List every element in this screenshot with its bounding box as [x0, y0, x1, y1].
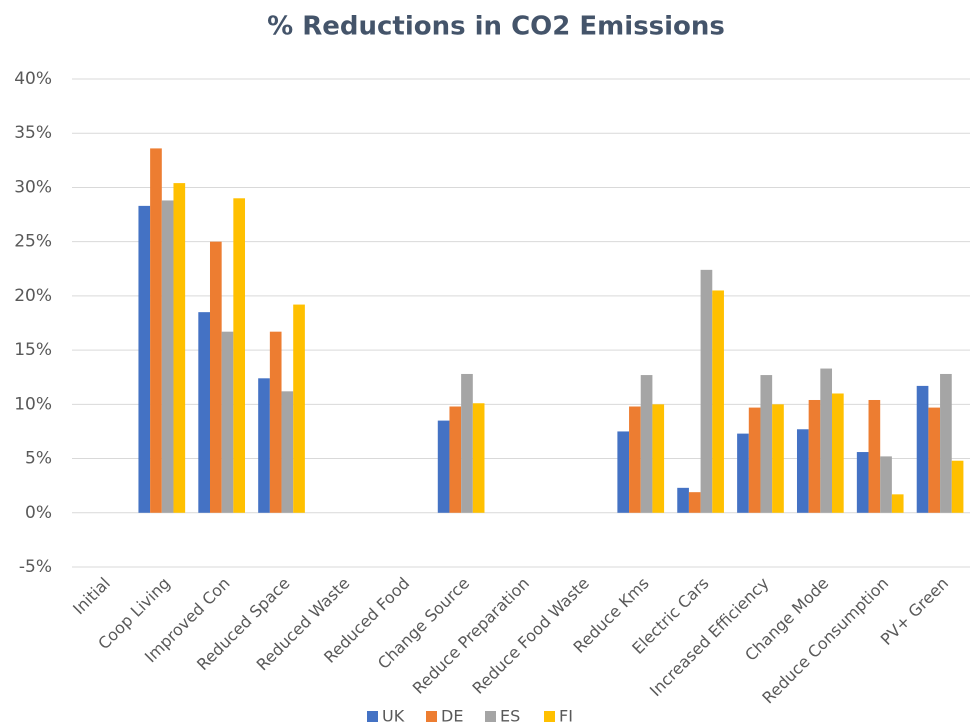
bar	[233, 198, 246, 513]
bar	[916, 385, 929, 513]
bar	[150, 148, 162, 513]
y-tick-label: 10%	[14, 394, 52, 414]
bar	[808, 399, 821, 513]
bar	[772, 404, 784, 513]
legend-swatch	[544, 711, 555, 722]
bar	[640, 375, 653, 513]
bar	[629, 406, 641, 513]
bar	[161, 200, 174, 513]
legend-swatch	[485, 711, 496, 722]
bar	[940, 373, 952, 513]
x-tick-label: Reduce Preparation	[409, 574, 533, 698]
legend-label: UK	[382, 707, 405, 726]
bar	[820, 368, 833, 513]
bar	[221, 331, 234, 513]
legend-label: ES	[500, 707, 520, 726]
bar	[928, 407, 941, 513]
y-tick-label: 35%	[14, 123, 52, 143]
bar	[437, 420, 450, 513]
x-tick-label: Increased Efficiency	[646, 574, 773, 701]
bar	[472, 403, 485, 513]
bar	[748, 407, 761, 513]
bar	[138, 205, 151, 513]
bar	[737, 433, 749, 513]
bar	[209, 241, 222, 513]
y-tick-label: 15%	[14, 340, 52, 360]
bar	[891, 494, 904, 513]
bar	[856, 452, 869, 513]
bar	[281, 391, 294, 513]
y-tick-label: 40%	[14, 69, 52, 89]
bar	[258, 378, 270, 513]
bar	[880, 456, 892, 513]
bar	[688, 492, 701, 513]
bar	[700, 269, 713, 513]
x-tick-label: Reduce Food Waste	[469, 574, 593, 698]
bar	[652, 404, 665, 513]
bar	[832, 393, 844, 513]
legend-label: FI	[559, 707, 573, 726]
bar	[449, 406, 462, 513]
y-tick-label: 20%	[14, 286, 52, 306]
bar	[760, 375, 773, 513]
y-tick-label: 25%	[14, 232, 52, 252]
x-tick-label: Initial	[69, 574, 114, 619]
bar	[868, 399, 881, 513]
bar	[293, 304, 305, 513]
bar	[677, 487, 689, 513]
bar	[173, 183, 186, 513]
y-tick-label: 0%	[25, 503, 52, 523]
chart-title: % Reductions in CO2 Emissions	[267, 12, 725, 42]
legend-swatch	[367, 711, 378, 722]
bar	[198, 312, 210, 513]
bar	[269, 331, 282, 513]
legend-swatch	[426, 711, 437, 722]
y-tick-label: 5%	[25, 449, 52, 469]
bar	[796, 429, 809, 513]
bar	[617, 431, 630, 513]
bar	[712, 290, 724, 513]
bar	[951, 460, 964, 513]
legend-label: DE	[441, 707, 463, 726]
bar	[461, 373, 473, 513]
y-tick-label: 30%	[14, 177, 52, 197]
y-tick-label: -5%	[19, 557, 52, 577]
